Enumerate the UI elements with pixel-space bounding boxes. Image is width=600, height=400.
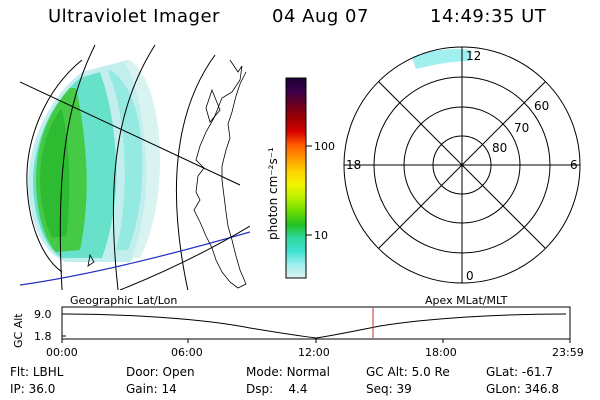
status-ip: IP: 36.0 bbox=[10, 382, 56, 396]
lat-label-70: 70 bbox=[514, 121, 529, 135]
instrument-title: Ultraviolet Imager bbox=[48, 6, 220, 27]
xtick-0600: 06:00 bbox=[171, 346, 203, 359]
colorbar-tick-10: 10 bbox=[314, 229, 328, 242]
altitude-ytick-top: 9.0 bbox=[34, 308, 52, 321]
status-gc-alt: GC Alt: 5.0 Re bbox=[366, 365, 450, 379]
status-seq: Seq: 39 bbox=[366, 382, 412, 396]
status-door: Door: Open bbox=[126, 365, 195, 379]
image-date: 04 Aug 07 bbox=[272, 6, 369, 27]
colorbar-tick-100: 100 bbox=[314, 140, 335, 153]
status-gain: Gain: 14 bbox=[126, 382, 177, 396]
mlt-label-0: 0 bbox=[466, 269, 474, 283]
mlt-label-18: 18 bbox=[346, 158, 361, 172]
apex-panel-title: Apex MLat/MLT bbox=[425, 294, 508, 307]
status-mode: Mode: Normal bbox=[246, 365, 330, 379]
terminator-line bbox=[20, 231, 250, 286]
status-dsp: Dsp: 4.4 bbox=[246, 382, 308, 396]
coastline bbox=[193, 59, 247, 289]
xtick-0000: 00:00 bbox=[46, 346, 78, 359]
status-glon: GLon: 346.8 bbox=[486, 382, 559, 396]
mlt-label-6: 6 bbox=[570, 158, 578, 172]
xtick-2359: 23:59 bbox=[552, 346, 584, 359]
polar-emission bbox=[412, 49, 472, 69]
altitude-ylabel: GC Alt bbox=[12, 313, 25, 348]
geo-panel-title: Geographic Lat/Lon bbox=[70, 294, 178, 307]
image-time: 14:49:35 UT bbox=[430, 6, 547, 27]
status-flt: Flt: LBHL bbox=[10, 365, 64, 379]
lat-label-60: 60 bbox=[534, 99, 549, 113]
status-glat: GLat: -61.7 bbox=[486, 365, 553, 379]
lat-label-80: 80 bbox=[492, 141, 507, 155]
xtick-1800: 18:00 bbox=[425, 346, 457, 359]
colorbar-unit-label: photon cm⁻²s⁻¹ bbox=[266, 147, 280, 240]
altitude-ytick-bottom: 1.8 bbox=[34, 330, 52, 343]
earth-limb bbox=[26, 59, 83, 273]
mlt-label-12: 12 bbox=[466, 49, 481, 63]
xtick-1200: 12:00 bbox=[298, 346, 330, 359]
altitude-curve bbox=[65, 313, 567, 339]
